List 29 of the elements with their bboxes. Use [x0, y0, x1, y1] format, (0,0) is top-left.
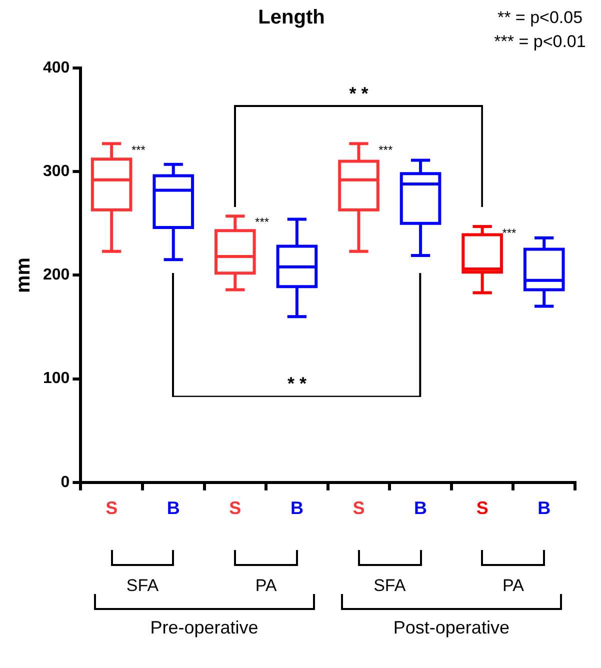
- x-tick-label: B: [538, 498, 551, 518]
- x-tick-label: S: [476, 498, 488, 518]
- x-tick-label: S: [106, 498, 118, 518]
- text: Pre-operative: [150, 618, 258, 639]
- y-tick-label: 0: [60, 474, 70, 491]
- annotation: ***: [255, 215, 270, 230]
- y-axis-title: mm: [12, 257, 35, 293]
- x-tick-label: B: [414, 498, 428, 518]
- text: SFA: [126, 576, 159, 596]
- y-tick-label: 200: [42, 266, 70, 284]
- text: PA: [255, 576, 277, 596]
- y-tick-label: 100: [42, 370, 70, 388]
- text: PA: [502, 576, 524, 596]
- x-tick-label: B: [166, 498, 180, 518]
- text: ** = p<0.05: [497, 8, 583, 28]
- chart-title: Length: [258, 6, 325, 29]
- annotation: * *: [349, 84, 368, 104]
- annotation: ***: [131, 142, 146, 157]
- annotation: ***: [502, 226, 516, 240]
- text: Post-operative: [393, 618, 510, 639]
- y-tick-label: 400: [42, 59, 70, 76]
- x-tick-label: B: [290, 498, 304, 518]
- x-tick-label: S: [352, 498, 365, 518]
- text: *** = p<0.01: [494, 32, 586, 52]
- annotation: ***: [378, 142, 393, 157]
- y-tick-label: 300: [42, 163, 70, 180]
- text: SFA: [374, 576, 406, 596]
- annotation: * *: [287, 374, 306, 395]
- x-tick-label: S: [229, 498, 242, 518]
